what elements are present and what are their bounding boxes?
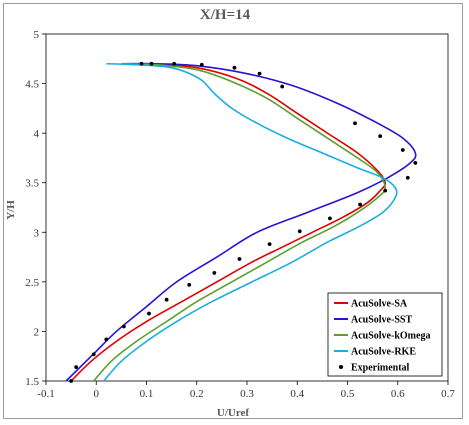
data-point-experimental (257, 71, 262, 76)
x-tick-label: 0.1 (140, 388, 154, 400)
y-tick-label: 5 (34, 29, 40, 41)
y-tick-label: 4.5 (25, 79, 39, 91)
legend-swatch-experimental (339, 365, 343, 369)
y-tick-label: 3 (34, 227, 40, 239)
data-point-experimental (164, 297, 169, 302)
x-tick-label: 0.4 (290, 388, 304, 400)
y-tick-label: 1.5 (25, 376, 39, 388)
data-point-experimental (199, 62, 204, 67)
legend-label-acusolve-sa: AcuSolve-SA (351, 299, 408, 310)
data-point-experimental (139, 61, 144, 66)
series-line-acusolve-sa (70, 62, 387, 382)
x-tick-label: 0.7 (441, 388, 455, 400)
chart-title: X/H=14 (200, 7, 251, 23)
data-point-experimental (147, 311, 151, 316)
data-point-experimental (212, 271, 217, 275)
x-ticks: -0.1 0 0.1 0.2 0.3 0.4 0.5 0.6 0.7 (37, 381, 455, 400)
data-point-experimental (237, 257, 242, 261)
x-tick-label: 0.5 (341, 388, 355, 400)
legend-label-acusolve-sst: AcuSolve-SST (351, 315, 412, 326)
data-point-experimental (383, 188, 388, 193)
data-point-experimental (187, 282, 192, 287)
series-line-acusolve-sst (65, 62, 417, 382)
data-point-experimental (104, 337, 109, 342)
legend-label-experimental: Experimental (351, 363, 410, 374)
data-point-experimental (91, 352, 96, 357)
data-point-experimental (353, 121, 357, 126)
series-group (65, 61, 418, 383)
y-tick-label: 4 (34, 128, 40, 140)
x-tick-label: 0.3 (240, 388, 254, 400)
legend-label-acusolve-komega: AcuSolve-kOmega (351, 331, 430, 342)
x-tick-label: 0.6 (391, 388, 405, 400)
data-point-experimental (297, 229, 302, 234)
data-point-experimental (267, 242, 272, 247)
x-tick-label: 0.2 (190, 388, 204, 400)
y-axis-label: Y/H (5, 200, 17, 220)
y-tick-label: 3.5 (25, 178, 39, 190)
data-point-experimental (121, 324, 126, 329)
legend-label-acusolve-rke: AcuSolve-RKE (351, 347, 416, 358)
legend: AcuSolve-SA AcuSolve-SST AcuSolve-kOmega Ac… (327, 292, 443, 377)
data-point-experimental (69, 379, 74, 383)
data-point-experimental (378, 134, 383, 139)
data-point-experimental (358, 202, 362, 207)
data-point-experimental (172, 61, 177, 66)
x-axis-label: U/Uref (217, 407, 250, 419)
y-tick-label: 2.5 (25, 277, 39, 289)
data-point-experimental (405, 175, 410, 180)
data-point-experimental (280, 84, 285, 89)
data-point-experimental (328, 216, 332, 221)
x-tick-label: -0.1 (37, 388, 54, 400)
data-point-experimental (400, 148, 405, 152)
data-point-experimental (232, 65, 237, 70)
y-ticks: 1.5 2 2.5 3 3.5 4 4.5 5 (25, 29, 46, 388)
data-point-experimental (413, 160, 418, 165)
x-tick-label: 0 (94, 388, 100, 400)
data-point-experimental (74, 365, 79, 370)
y-tick-label: 2 (34, 326, 40, 338)
series-line-acusolve-komega (93, 62, 386, 382)
data-point-experimental (149, 61, 154, 66)
series-line-acusolve-rke (103, 62, 398, 382)
